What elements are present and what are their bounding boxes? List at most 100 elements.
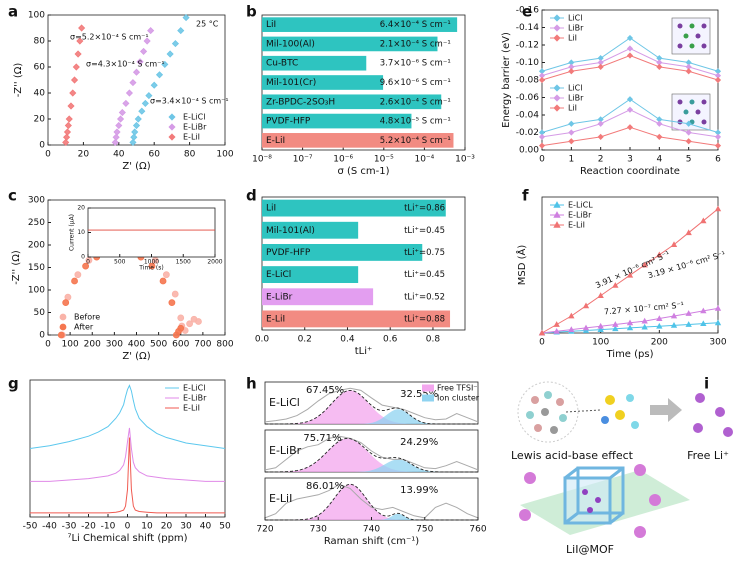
panel-letter: i bbox=[704, 375, 709, 393]
marker bbox=[166, 50, 174, 58]
atom bbox=[677, 43, 683, 49]
marker bbox=[626, 106, 634, 113]
panel-series-label: E-LiBr bbox=[269, 444, 302, 457]
atom bbox=[605, 395, 615, 405]
mof-fragment-outline bbox=[517, 381, 579, 443]
atom bbox=[534, 424, 542, 432]
marker bbox=[612, 282, 619, 288]
series-line bbox=[29, 384, 226, 449]
value-label: 6.4×10⁻⁴ S cm⁻¹ bbox=[380, 20, 451, 30]
marker bbox=[63, 133, 71, 141]
legend-marker bbox=[59, 323, 67, 331]
legend-marker bbox=[168, 133, 176, 141]
li-ion bbox=[595, 497, 601, 503]
x-tick-label: 0 bbox=[125, 522, 131, 532]
legend-label: Ion cluster bbox=[437, 394, 480, 403]
marker bbox=[129, 79, 137, 87]
marker bbox=[115, 121, 123, 130]
x-axis-label: tLi⁺ bbox=[355, 346, 373, 357]
atom bbox=[626, 394, 634, 402]
category-label: Mil-101(Cr) bbox=[266, 78, 316, 88]
atom bbox=[701, 43, 707, 49]
y-tick-label: -0.16 bbox=[516, 6, 540, 16]
atom bbox=[683, 33, 689, 39]
x-tick-label: 40 bbox=[200, 522, 212, 532]
x-tick-label: 0 bbox=[86, 259, 90, 266]
legend-label: LiBr bbox=[568, 94, 584, 103]
category-label: PVDF-HFP bbox=[266, 117, 311, 127]
x-tick-label: 50 bbox=[219, 522, 231, 532]
x-tick-label: 0.2 bbox=[298, 335, 312, 345]
marker bbox=[130, 133, 138, 141]
y-tick-label: 0 bbox=[81, 254, 85, 261]
marker bbox=[82, 262, 90, 270]
marker bbox=[117, 115, 125, 123]
marker bbox=[641, 323, 648, 330]
y-tick-label: 60 bbox=[34, 63, 46, 73]
share-label: 13.99% bbox=[400, 485, 438, 496]
mof-edge bbox=[564, 511, 579, 525]
panel-letter: e bbox=[522, 3, 532, 21]
legend-marker bbox=[553, 34, 561, 42]
x-axis-label: Reaction coordinate bbox=[580, 166, 680, 177]
x-tick-label: -10 bbox=[101, 522, 116, 532]
marker bbox=[612, 325, 619, 332]
marker bbox=[685, 321, 692, 327]
x-tick-label: 2000 bbox=[207, 259, 222, 266]
x-tick-label: 5 bbox=[686, 155, 692, 165]
fit-curve bbox=[265, 389, 478, 425]
marker bbox=[182, 14, 190, 22]
value-label: 2.1×10⁻⁴ S cm⁻¹ bbox=[380, 39, 451, 49]
annotation: σ=4.3×10⁻⁴ S cm⁻¹ bbox=[86, 60, 165, 69]
marker bbox=[568, 312, 575, 319]
x-tick-label: 10⁻⁷ bbox=[293, 155, 313, 165]
marker bbox=[159, 277, 167, 285]
series-line bbox=[30, 427, 225, 482]
li-ion bbox=[634, 526, 646, 538]
legend-label: E-LiBr bbox=[183, 123, 207, 132]
annotation: 25 °C bbox=[196, 20, 219, 29]
marker bbox=[656, 120, 663, 127]
marker bbox=[714, 76, 722, 84]
category-label: E-LiBr bbox=[266, 292, 293, 302]
x-tick-label: 100 bbox=[216, 150, 233, 160]
bar bbox=[262, 199, 446, 217]
marker bbox=[700, 307, 707, 314]
series-line bbox=[30, 437, 225, 514]
x-tick-label: 0 bbox=[539, 338, 545, 348]
value-label: tLi⁺=0.45 bbox=[404, 270, 445, 280]
x-tick-label: 760 bbox=[469, 525, 486, 535]
diagram-label: Lewis acid-base effect bbox=[511, 449, 634, 462]
bar bbox=[262, 75, 384, 90]
annotation: 7.27 × 10⁻⁷ cm² S⁻¹ bbox=[604, 301, 685, 317]
legend-label: Free TFSI⁻ bbox=[437, 384, 478, 393]
marker bbox=[641, 261, 648, 268]
legend-label: E-LiI bbox=[568, 221, 585, 230]
category-label: E-LiI bbox=[266, 314, 285, 324]
x-tick-label: 10⁻⁸ bbox=[252, 155, 272, 165]
marker bbox=[118, 108, 126, 117]
marker bbox=[131, 128, 139, 136]
atom bbox=[701, 99, 707, 105]
x-tick-label: 100 bbox=[62, 340, 79, 350]
y-tick-label: -0.06 bbox=[516, 93, 540, 103]
marker bbox=[626, 324, 634, 331]
marker bbox=[69, 89, 77, 97]
x-tick-label: 40 bbox=[113, 150, 125, 160]
marker bbox=[177, 27, 185, 35]
marker bbox=[656, 251, 663, 258]
marker bbox=[582, 302, 590, 309]
marker bbox=[129, 138, 137, 146]
marker bbox=[65, 115, 73, 123]
category-label: E-LiCl bbox=[266, 270, 291, 280]
x-tick-label: 300 bbox=[709, 338, 726, 348]
legend-label: LiCl bbox=[568, 14, 583, 23]
x-tick-label: 0.4 bbox=[340, 335, 355, 345]
category-label: E-LiI bbox=[266, 136, 285, 146]
marker bbox=[626, 124, 634, 131]
marker bbox=[700, 320, 707, 327]
x-tick-label: 10⁻⁶ bbox=[333, 155, 353, 165]
marker bbox=[186, 320, 194, 328]
atom bbox=[701, 119, 707, 125]
y-tick-label: -0.12 bbox=[516, 41, 539, 51]
